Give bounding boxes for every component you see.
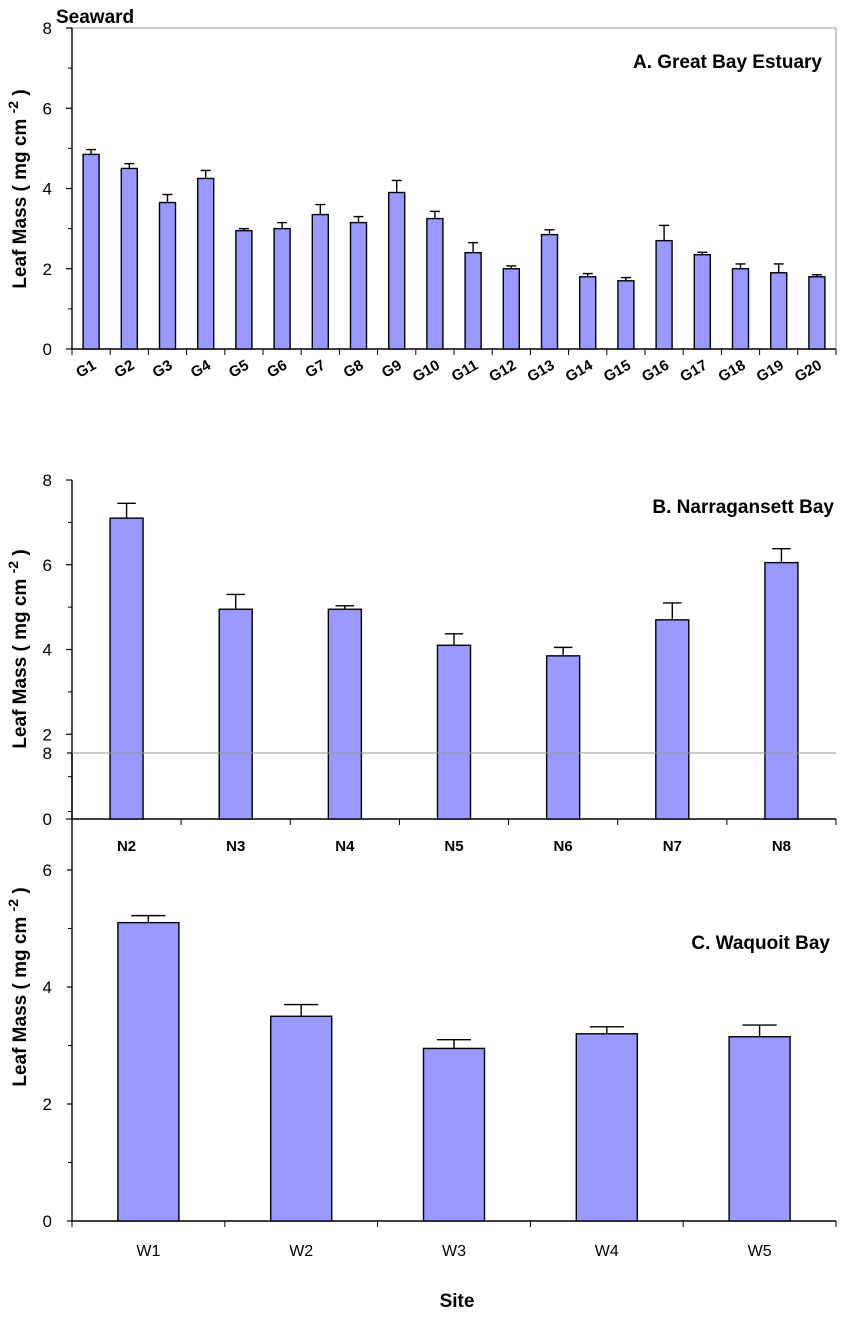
category-label: G14: [563, 356, 597, 385]
category-label: G3: [150, 357, 176, 382]
category-label: W2: [289, 1243, 313, 1260]
y-tick-label: 4: [43, 641, 52, 660]
bar-g14: [579, 276, 597, 350]
category-label: G11: [449, 357, 481, 385]
y-tick-label: 6: [43, 99, 52, 118]
bar-g6: [273, 227, 291, 350]
bar-n6: [545, 655, 581, 820]
category-label: N3: [226, 838, 245, 855]
bar-g1: [82, 153, 100, 350]
category-label: G20: [792, 357, 825, 386]
y-tick-label: 4: [43, 978, 52, 997]
category-label: G6: [264, 357, 290, 382]
bar-w1: [117, 921, 180, 1222]
category-label: W3: [442, 1243, 466, 1260]
category-label: N7: [663, 838, 682, 855]
panel-waquoit-bay: 0 2 4 6 8 W1 W2 W3 W4 W5 C. Waquoit Bay Leaf Mass (…: [5, 744, 837, 1312]
panel-title: A. Great Bay Estuary: [633, 52, 822, 73]
bar-g19: [770, 272, 788, 350]
category-label: G19: [754, 357, 787, 386]
x-axis-title: Site: [440, 1291, 475, 1312]
category-label: G8: [341, 357, 367, 382]
category-label: N2: [117, 838, 136, 855]
plot-frame: [71, 27, 837, 350]
bar-w5: [728, 1036, 791, 1222]
category-label: G7: [302, 357, 328, 382]
category-label: N5: [444, 838, 463, 855]
category-label: G2: [111, 357, 137, 382]
bar-g3: [158, 201, 177, 350]
bar-w3: [422, 1047, 486, 1222]
category-label: G13: [524, 357, 557, 386]
y-tick-label: 2: [43, 260, 52, 279]
bar-w4: [575, 1033, 638, 1222]
panel-narragansett-bay: 0 2 4 6 8 N2 N3 N4 N5 N6 N7 N8 B. Narragansett Bay Le…: [5, 471, 837, 855]
y-tick-label: 4: [43, 180, 52, 199]
y-tick-label: 0: [43, 1212, 52, 1231]
category-label: G4: [188, 356, 214, 381]
category-label: G10: [410, 357, 443, 386]
bar-g13: [540, 233, 559, 350]
bar-g16: [655, 239, 673, 350]
category-label: G5: [226, 357, 252, 382]
category-label: N6: [554, 838, 573, 855]
y-tick-label: 6: [43, 556, 52, 575]
bar-g20: [808, 276, 826, 350]
category-label: G15: [601, 357, 634, 386]
panel-title: C. Waquoit Bay: [691, 933, 830, 954]
category-label: N8: [772, 838, 791, 855]
category-label: G18: [715, 357, 748, 386]
y-tick-label: 8: [43, 744, 52, 763]
category-label: W1: [136, 1243, 160, 1260]
y-axis-title: Leaf Mass ( mg cm -2 ): [5, 887, 31, 1086]
bar-n8: [764, 561, 799, 820]
y-tick-label: 0: [43, 340, 52, 359]
y-tick-label: 6: [43, 861, 52, 880]
bar-g18: [731, 268, 750, 350]
category-label: G16: [639, 357, 672, 386]
y-axis-title: Leaf Mass ( mg cm -2 ): [5, 89, 31, 288]
bar-g5: [235, 229, 253, 350]
y-tick-label: 8: [43, 19, 52, 38]
category-label: G12: [486, 357, 519, 386]
y-tick-label: 2: [43, 725, 52, 744]
y-tick-label: 0: [43, 810, 52, 829]
y-tick-label: 2: [43, 1095, 52, 1114]
category-label: N4: [335, 838, 355, 855]
category-label: G9: [379, 357, 405, 382]
bar-g10: [426, 217, 444, 350]
bar-g2: [120, 167, 139, 350]
bar-n3: [218, 608, 253, 820]
bar-w2: [270, 1015, 333, 1222]
bar-n7: [655, 619, 690, 820]
bar-g9: [388, 191, 406, 350]
bar-g11: [464, 251, 482, 350]
bar-g17: [693, 254, 711, 350]
y-tick-label: 8: [43, 471, 52, 490]
y-axis-title: Leaf Mass ( mg cm -2 ): [5, 549, 31, 748]
category-label: G1: [73, 357, 99, 382]
bar-g15: [617, 280, 635, 350]
panel-title: B. Narragansett Bay: [652, 497, 834, 518]
bar-n5: [436, 644, 472, 820]
bar-n4: [327, 608, 363, 820]
category-label: W4: [595, 1243, 619, 1260]
bar-g8: [349, 221, 368, 350]
bar-g7: [311, 213, 329, 350]
bar-g12: [502, 268, 520, 350]
bar-g4: [196, 177, 215, 350]
category-label: G17: [677, 357, 710, 386]
bar-n2: [109, 517, 144, 820]
category-label: W5: [748, 1243, 772, 1260]
seaward-label: Seaward: [56, 7, 134, 28]
